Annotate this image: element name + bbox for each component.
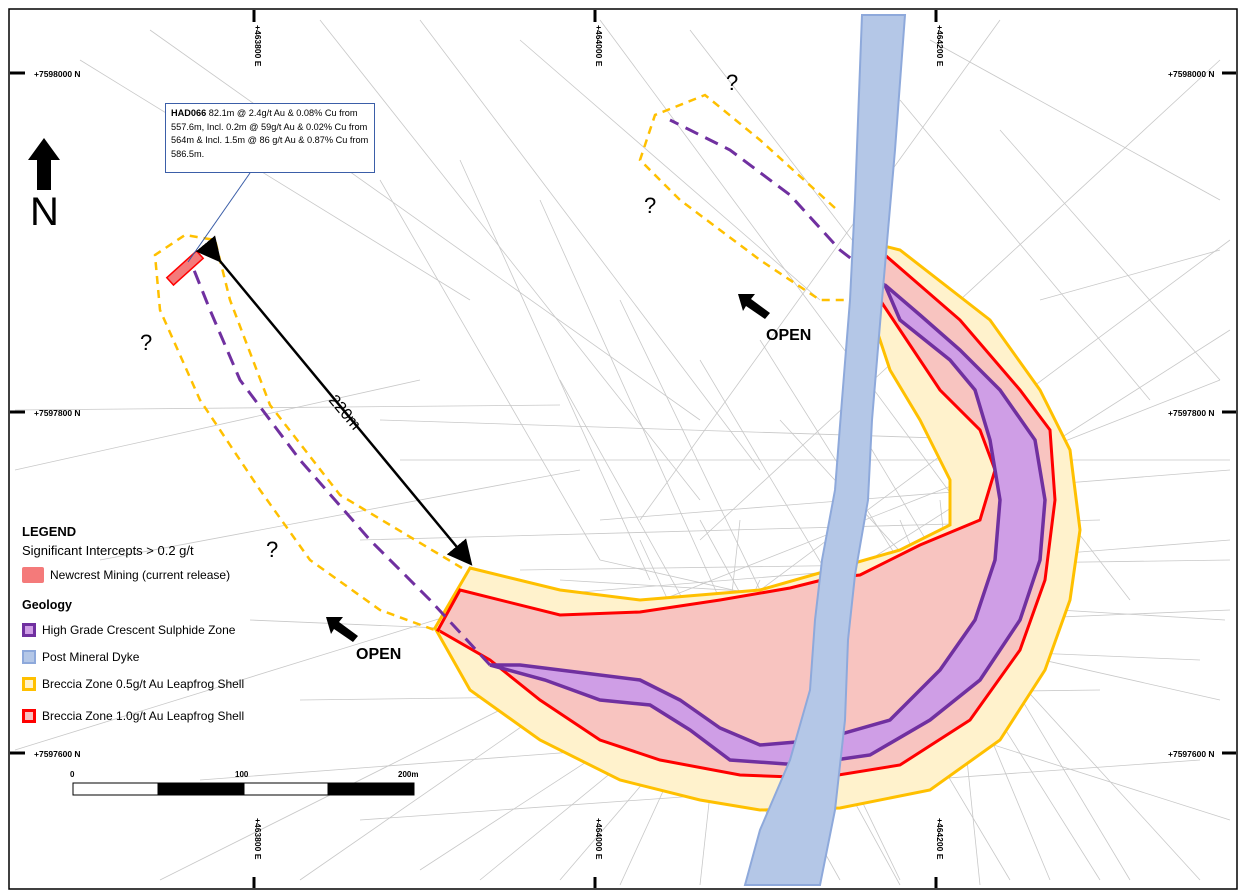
legend-title: LEGEND: [22, 524, 77, 539]
northing-label-left-1: +7598000 N: [34, 69, 81, 79]
northing-label-left-2: +7597800 N: [34, 408, 81, 418]
legend-item-breccia-10: Breccia Zone 1.0g/t Au Leapfrog Shell: [22, 709, 244, 723]
uncertainty-mark-4: ?: [266, 537, 279, 562]
callout-text: 82.1m @ 2.4g/t Au & 0.08% Cu from 557.6m…: [171, 108, 369, 159]
easting-label-top-1: +463800 E: [253, 25, 263, 67]
open-label-north: OPEN: [766, 327, 812, 344]
legend-geology-heading: Geology: [22, 598, 73, 612]
open-arrow-north-icon: [738, 294, 770, 319]
legend-label-newcrest: Newcrest Mining (current release): [50, 568, 231, 582]
northing-label-right-2: +7597800 N: [1168, 408, 1215, 418]
grid-ticks: [10, 10, 1236, 888]
uncertainty-mark-1: ?: [726, 70, 739, 95]
legend-label-breccia-05: Breccia Zone 0.5g/t Au Leapfrog Shell: [42, 677, 245, 691]
legend-swatch-breccia-05: [22, 677, 36, 691]
north-label: N: [30, 190, 59, 234]
callout-hole-id: HAD066: [171, 108, 207, 118]
legend-intercepts-heading: Significant Intercepts > 0.2 g/t: [22, 543, 194, 558]
legend-item-sulphide: High Grade Crescent Sulphide Zone: [22, 623, 235, 637]
legend-label-dyke: Post Mineral Dyke: [42, 650, 140, 664]
northing-label-left-3: +7597600 N: [34, 749, 81, 759]
easting-label-bottom-1: +463800 E: [253, 818, 263, 860]
legend-item-newcrest: Newcrest Mining (current release): [22, 567, 230, 583]
easting-label-bottom-3: +464200 E: [935, 818, 945, 860]
legend-swatch-breccia-10: [22, 709, 36, 723]
sulphide-trend-nw-dashed: [188, 259, 492, 667]
post-mineral-dyke: [743, 14, 907, 886]
easting-label-top-2: +464000 E: [594, 25, 604, 67]
northing-label-right-1: +7598000 N: [1168, 69, 1215, 79]
sulphide-trend-north-dashed: [669, 118, 886, 287]
distance-arrow: [195, 235, 473, 566]
legend-swatch-sulphide: [22, 623, 36, 637]
legend-swatch-dyke: [22, 650, 36, 664]
legend-item-breccia-05: Breccia Zone 0.5g/t Au Leapfrog Shell: [22, 677, 244, 691]
legend-label-breccia-10: Breccia Zone 1.0g/t Au Leapfrog Shell: [42, 709, 245, 723]
uncertainty-mark-2: ?: [644, 193, 657, 218]
scale-label-100: 100: [235, 770, 249, 779]
open-label-nw: OPEN: [356, 646, 402, 663]
legend-label-sulphide: High Grade Crescent Sulphide Zone: [42, 623, 236, 637]
north-arrow-icon: [28, 138, 60, 190]
scale-bar: [72, 782, 415, 796]
easting-label-bottom-2: +464000 E: [594, 818, 604, 860]
legend-swatch-newcrest: [22, 567, 44, 583]
intercept-callout: HAD066 82.1m @ 2.4g/t Au & 0.08% Cu from…: [165, 103, 375, 173]
uncertainty-mark-3: ?: [140, 330, 153, 355]
legend-item-dyke: Post Mineral Dyke: [22, 650, 139, 664]
easting-label-top-3: +464200 E: [935, 25, 945, 67]
scale-label-200: 200m: [398, 770, 419, 779]
open-arrow-nw-icon: [326, 617, 358, 642]
breccia-0.5-shell-north-open: [638, 93, 845, 302]
northing-label-right-3: +7597600 N: [1168, 749, 1215, 759]
scale-label-0: 0: [70, 770, 75, 779]
